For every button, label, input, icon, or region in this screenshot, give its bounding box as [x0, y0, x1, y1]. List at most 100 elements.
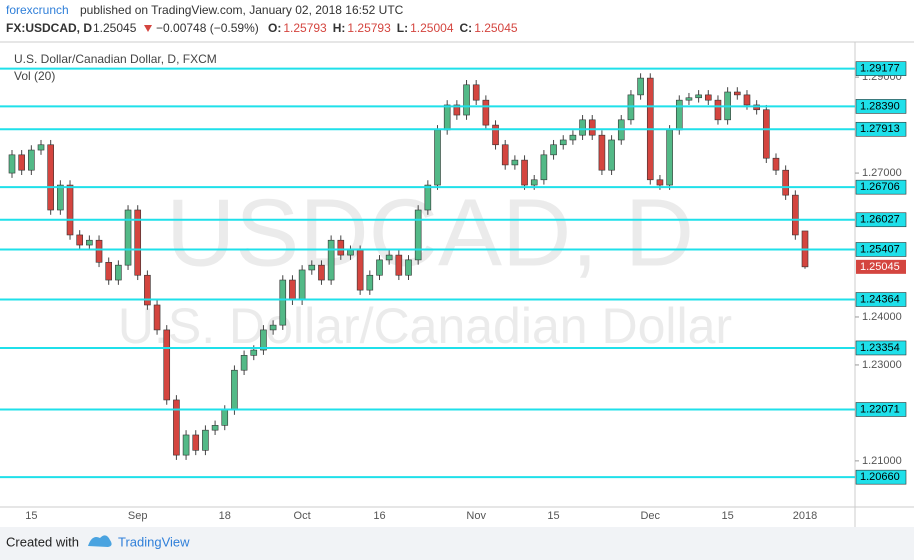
- candle-body: [211, 425, 219, 431]
- candle-body: [231, 369, 238, 411]
- last-price-label: 1.25045: [860, 261, 900, 273]
- candle-body: [695, 94, 702, 99]
- candle-body: [530, 179, 538, 186]
- y-tick-label: 1.23000: [862, 359, 902, 371]
- x-tick-label: 16: [373, 510, 385, 522]
- candle-body: [76, 234, 83, 246]
- candle-body: [327, 239, 335, 281]
- ohlc-value: 1.25793: [347, 21, 391, 35]
- candle-body: [260, 329, 267, 351]
- candle-body: [86, 239, 93, 246]
- candle-body: [202, 429, 209, 451]
- level-label-box: [855, 292, 907, 307]
- candle-body: [221, 409, 229, 426]
- candle-body: [656, 179, 664, 186]
- candle-body: [250, 349, 258, 356]
- candle-body: [414, 209, 422, 261]
- candle-body: [279, 279, 287, 326]
- candle-body: [192, 434, 200, 451]
- x-tick-label: 2018: [793, 510, 817, 522]
- candle-body: [559, 139, 567, 146]
- candle-body: [675, 99, 683, 131]
- candle-body: [153, 304, 161, 331]
- candle-body: [144, 274, 151, 306]
- candle-body: [95, 239, 103, 263]
- candle-body: [163, 329, 171, 401]
- x-tick-label: 15: [722, 510, 734, 522]
- created-with: Created with: [6, 534, 79, 549]
- y-tick-label: 1.21000: [862, 455, 902, 467]
- x-tick-label: 15: [25, 510, 37, 522]
- candle-body: [347, 249, 354, 256]
- last-price-box: [856, 259, 906, 274]
- candle-body: [366, 274, 374, 291]
- candle-body: [588, 119, 596, 136]
- published: published on TradingView.com, January 02…: [80, 3, 404, 17]
- change: −0.00748 (−0.59%): [156, 21, 259, 35]
- brand[interactable]: TradingView: [118, 534, 190, 549]
- level-label-box: [855, 242, 907, 257]
- candle-body: [443, 104, 451, 131]
- candle-body: [173, 399, 180, 456]
- level-label: 1.23354: [860, 342, 900, 354]
- x-tick-label: Sep: [128, 510, 148, 522]
- candle-body: [569, 134, 577, 141]
- level-label: 1.20660: [860, 471, 900, 483]
- ohlc: O: 1.25793 H: 1.25793 L: 1.25004 C: 1.25045: [268, 21, 518, 35]
- ohlc-key: L:: [397, 21, 408, 35]
- candle-body: [269, 324, 277, 331]
- last-price: 1.25045: [93, 21, 137, 35]
- level-label: 1.26706: [860, 181, 900, 193]
- x-tick-label: Nov: [466, 510, 486, 522]
- candle-body: [124, 209, 132, 266]
- chart-subtitle: Vol (20): [14, 69, 55, 83]
- candle-body: [376, 259, 383, 276]
- level-label-box: [855, 402, 907, 417]
- candle-body: [598, 134, 606, 171]
- author[interactable]: forexcrunch: [6, 3, 69, 17]
- candle-body: [434, 129, 441, 186]
- candle-body: [763, 109, 770, 159]
- level-label-box: [855, 61, 907, 76]
- candle-body: [782, 169, 789, 196]
- candle-body: [704, 94, 712, 101]
- candle-body: [579, 119, 586, 136]
- level-label-box: [855, 121, 907, 137]
- candle-body: [308, 264, 316, 271]
- candle-body: [240, 355, 248, 371]
- candle-body: [666, 129, 673, 186]
- symbol: FX:USDCAD, D: [6, 21, 92, 35]
- x-tick-label: Oct: [294, 510, 311, 522]
- down-arrow: [144, 25, 152, 32]
- candle-body: [772, 157, 780, 171]
- candle-body: [356, 249, 364, 291]
- candle-body: [637, 77, 644, 96]
- candle-body: [8, 154, 16, 174]
- candle-body: [685, 97, 693, 101]
- candle-body: [182, 434, 190, 456]
- level-label: 1.27913: [860, 123, 900, 135]
- ohlc-value: 1.25793: [283, 21, 327, 35]
- candle-body: [511, 159, 519, 166]
- y-tick-label: 1.27000: [862, 167, 902, 179]
- candle-body: [385, 254, 393, 261]
- level-label: 1.26027: [860, 214, 900, 226]
- candle-body: [501, 144, 509, 166]
- candle-body: [395, 254, 403, 276]
- candle-body: [492, 124, 499, 146]
- candle-body: [550, 144, 557, 156]
- candle-body: [714, 99, 722, 121]
- level-label: 1.28390: [860, 100, 900, 112]
- candle-body: [18, 154, 25, 171]
- footer-bar: [0, 527, 914, 560]
- level-label-box: [855, 340, 907, 356]
- candle-body: [453, 104, 461, 116]
- candle-body: [540, 154, 548, 181]
- x-tick-label: 15: [547, 510, 559, 522]
- candle-body: [66, 184, 74, 236]
- candle-body: [743, 94, 751, 106]
- candle-body: [405, 259, 412, 276]
- level-label-box: [855, 212, 907, 228]
